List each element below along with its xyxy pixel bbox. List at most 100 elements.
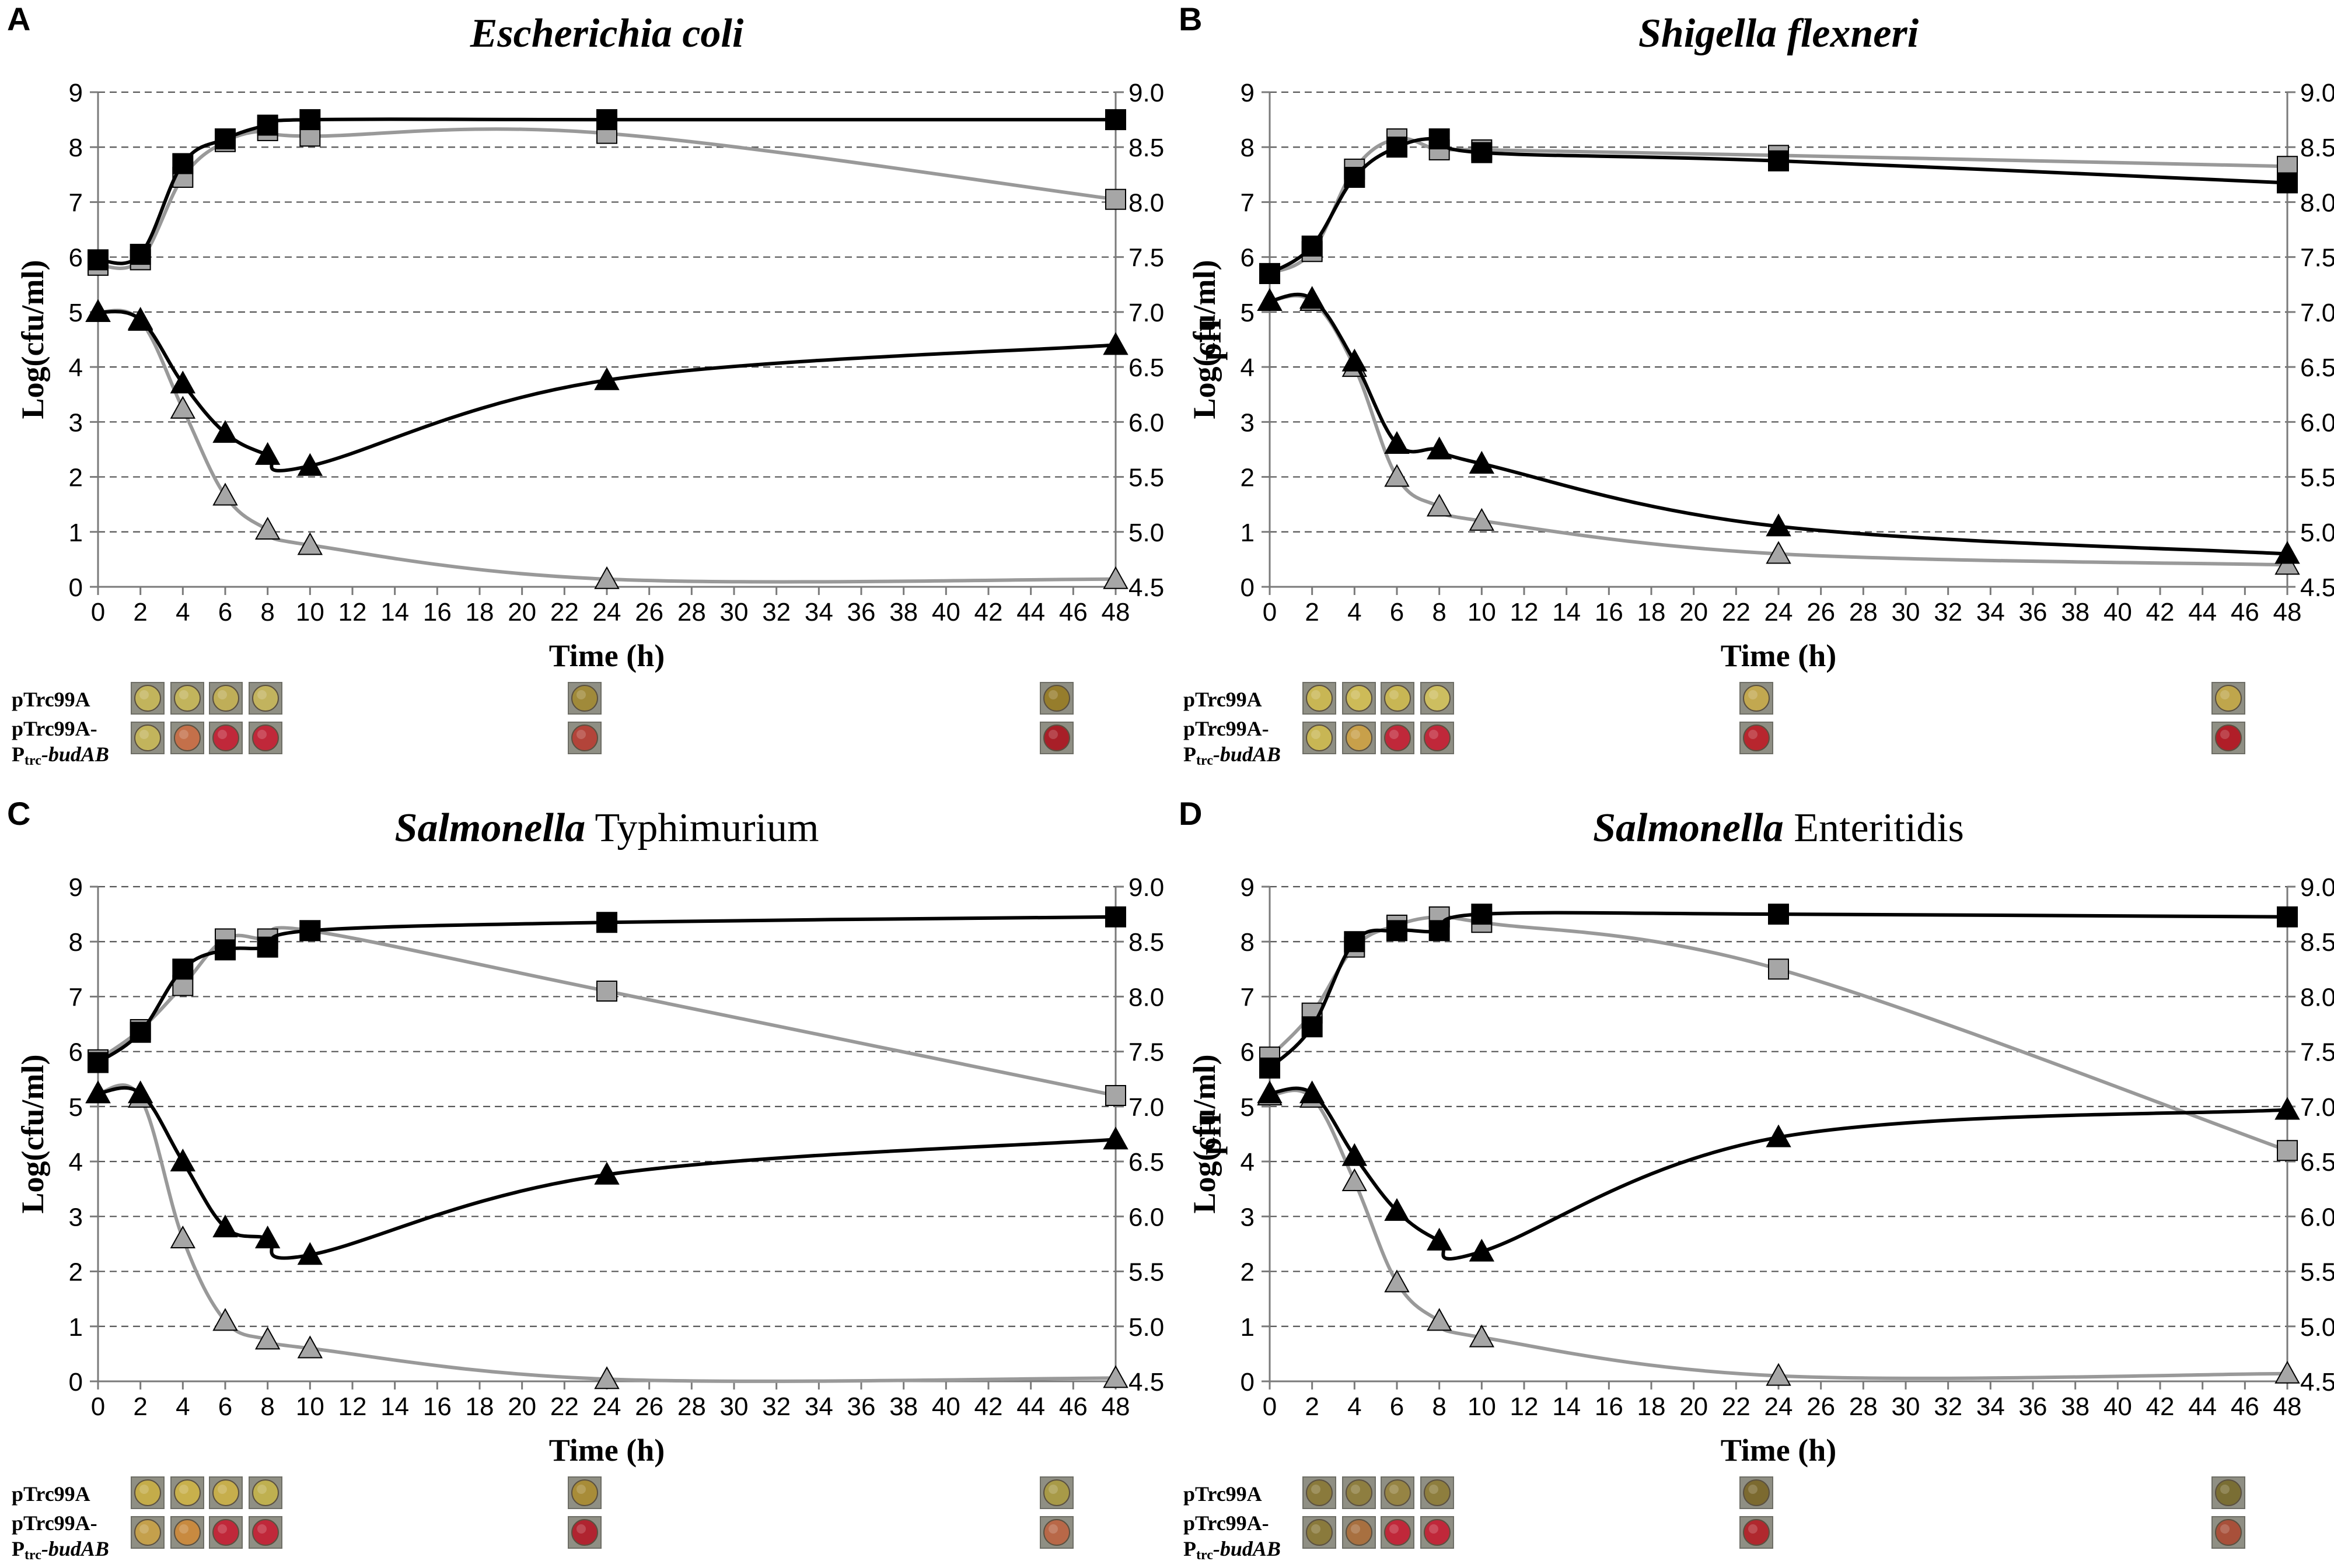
x-tick-label: 8 [1432,1392,1446,1421]
data-point-square [1768,958,1789,980]
data-point-triangle [2274,1097,2300,1120]
data-point-triangle [1299,1080,1325,1104]
data-point-triangle [2274,541,2300,564]
x-tick-label: 26 [1807,598,1835,626]
well-highlight [218,1524,227,1534]
well-highlight [2220,1485,2230,1494]
y-tick-label: 6 [1241,244,1255,272]
label-sub: trc [25,1548,41,1563]
well [571,685,598,712]
well-highlight [576,690,586,699]
data-point-triangle [297,532,323,555]
x-tick-label: 28 [677,1392,706,1421]
well [571,1519,598,1546]
well [1043,724,1070,751]
well [252,685,279,712]
well-highlight [1351,690,1360,699]
data-point-square [1428,128,1450,150]
data-point-triangle [1341,1168,1368,1192]
data-point-triangle [170,370,196,394]
well-highlight [257,690,267,699]
data-point-square [1105,1085,1126,1107]
y2-tick-label: 6.5 [2300,354,2334,382]
y2-tick-label: 8.5 [2300,134,2334,162]
well [1306,1479,1333,1506]
well-highlight [1049,730,1058,739]
well [1743,1519,1770,1546]
label-p: P [1183,1537,1196,1560]
y2-tick-label: 8.5 [1128,134,1164,162]
x-tick-label: 46 [1059,1392,1088,1421]
data-point-square [172,153,194,174]
data-point-triangle [2274,1360,2300,1384]
well-highlight [1748,690,1758,699]
y2-axis-label: pH [1193,1113,1228,1155]
y2-tick-label: 5.0 [1128,519,1164,547]
title-roman: Typhimurium [585,806,819,850]
well-highlight [139,1524,149,1534]
x-tick-label: 28 [677,598,706,626]
x-tick-label: 40 [932,598,960,626]
well [1424,724,1451,751]
y2-tick-label: 7.0 [2300,1093,2334,1122]
well [134,724,161,751]
data-point-triangle [1103,566,1128,589]
well-highlight [179,730,188,739]
y-tick-label: 7 [1241,983,1255,1012]
data-point-triangle [1257,1080,1283,1104]
x-tick-label: 34 [805,598,833,626]
y2-tick-label: 6.0 [2300,408,2334,437]
x-tick-label: 0 [91,598,105,626]
data-point-triangle [1426,1308,1452,1331]
x-axis-label: Time (h) [1721,638,1837,673]
x-tick-label: 16 [423,1392,452,1421]
data-point-square [130,243,151,265]
y-tick-label: 7 [69,983,83,1012]
y2-tick-label: 4.5 [2300,1368,2334,1396]
y-tick-label: 0 [1241,1368,1255,1396]
x-axis-label: Time (h) [1721,1433,1837,1468]
well-highlight [1429,1485,1438,1494]
label-sub: trc [1196,753,1213,768]
well-highlight [1748,1485,1758,1494]
x-axis-label: Time (h) [549,1433,665,1468]
x-tick-label: 32 [1934,1392,1962,1421]
x-tick-label: 48 [2273,1392,2302,1421]
well-highlight [179,690,188,699]
x-tick-label: 6 [1390,1392,1404,1421]
well-highlight [1429,730,1438,739]
well-highlight [576,730,586,739]
well [1384,685,1411,712]
y-tick-label: 3 [69,1203,83,1231]
data-point-square [88,1052,109,1073]
data-point-triangle [1299,286,1325,309]
well-row2-label-line2: Ptrc-budAB [1183,743,1281,768]
data-point-triangle [212,482,238,506]
well [134,1519,161,1546]
x-tick-label: 36 [2019,598,2048,626]
title-italic: Salmonella [395,806,586,850]
label-suffix: -budAB [41,1537,109,1560]
well-highlight [257,1524,267,1534]
data-point-square [1344,931,1365,953]
y2-tick-label: 5.0 [1128,1313,1164,1342]
series-line [97,926,1116,1097]
y-tick-label: 0 [69,1368,83,1396]
well [252,724,279,751]
x-tick-label: 4 [1347,598,1361,626]
data-point-square [1105,109,1126,131]
y2-tick-label: 5.5 [2300,1258,2334,1287]
x-tick-label: 30 [1892,598,1920,626]
y2-tick-label: 7.5 [2300,244,2334,272]
x-tick-label: 24 [593,598,621,626]
data-point-triangle [1257,288,1283,312]
x-tick-label: 44 [1016,1392,1045,1421]
data-point-square [1105,188,1126,210]
well [1043,1519,1070,1546]
y2-tick-label: 5.0 [2300,519,2334,547]
y-tick-label: 9 [69,873,83,902]
x-tick-label: 44 [2188,598,2217,626]
y2-tick-label: 7.0 [1128,1093,1164,1122]
well-highlight [1389,1485,1399,1494]
